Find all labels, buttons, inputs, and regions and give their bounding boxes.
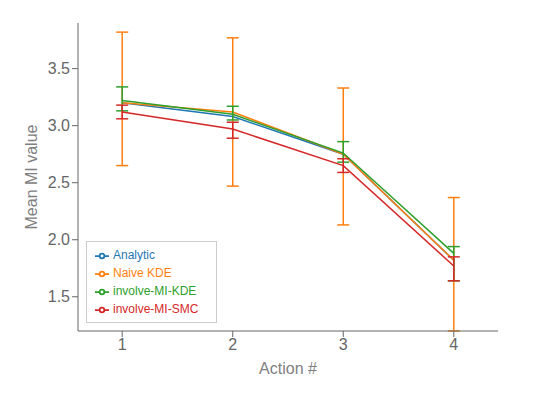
svg-text:1: 1 xyxy=(118,336,127,353)
html-text:involve-MI-SMC: involve-MI-SMC xyxy=(113,302,199,316)
html-text:involve-MI-KDE: involve-MI-KDE xyxy=(113,284,197,298)
svg-text:2: 2 xyxy=(228,336,237,353)
html-text:Naive KDE: Naive KDE xyxy=(113,266,172,280)
svg-text:3.5: 3.5 xyxy=(48,60,70,77)
svg-text:4: 4 xyxy=(449,336,458,353)
svg-text:3.0: 3.0 xyxy=(48,117,70,134)
svg-text:3: 3 xyxy=(339,336,348,353)
svg-text:2.5: 2.5 xyxy=(48,174,70,191)
svg-text:Action #: Action # xyxy=(259,360,317,377)
html-text:Analytic: Analytic xyxy=(113,248,155,262)
svg-text:1.5: 1.5 xyxy=(48,288,70,305)
svg-text:Mean MI value: Mean MI value xyxy=(23,124,40,229)
svg-text:2.0: 2.0 xyxy=(48,231,70,248)
